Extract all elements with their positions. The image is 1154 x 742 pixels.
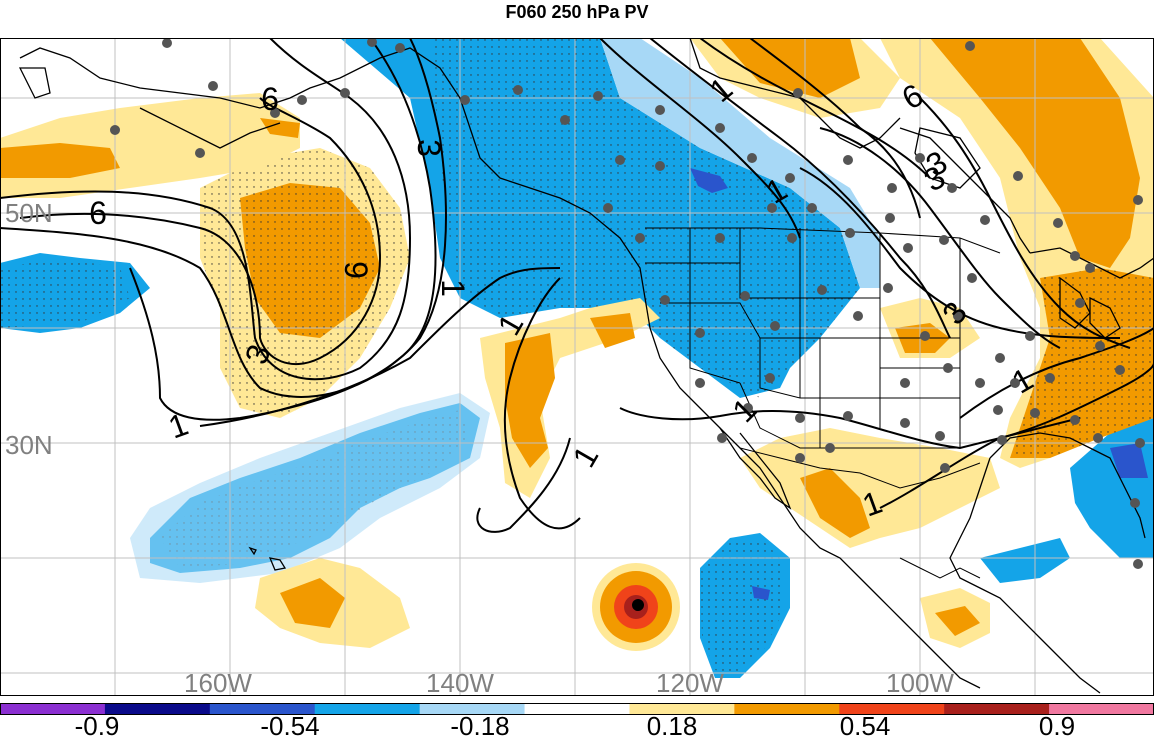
- contour-label: 3: [411, 139, 447, 157]
- lat-label: 30N: [5, 430, 53, 460]
- lon-label: 160W: [184, 668, 252, 696]
- colorbar-swatches: [0, 703, 1154, 715]
- contour-label: 6: [89, 195, 107, 231]
- axis-labels: 160W 140W 120W 100W 50N 30N: [5, 198, 954, 696]
- colorbar-label: -0.9: [74, 711, 120, 741]
- station-dots: [110, 38, 1145, 569]
- colorbar-swatch: [419, 703, 526, 715]
- colorbar-label: -0.18: [450, 711, 510, 741]
- lon-label: 100W: [886, 668, 954, 696]
- colorbar-swatch: [104, 703, 211, 715]
- negative-pv-regions: [0, 38, 1154, 678]
- lon-label: 120W: [656, 668, 724, 696]
- colorbar-swatch: [629, 703, 735, 715]
- colorbar-swatch: [0, 703, 106, 715]
- political-borders: [645, 227, 1001, 579]
- cyclone-center-marker: [632, 599, 644, 611]
- colorbar-label: 0.18: [646, 711, 698, 741]
- colorbar-swatch: [734, 703, 840, 715]
- colorbar-swatch: [1049, 703, 1154, 715]
- map-title: F060 250 hPa PV: [505, 2, 649, 22]
- contour-label: 1: [435, 279, 471, 297]
- coastlines: [18, 38, 1154, 694]
- colorbar-swatch: [944, 703, 1050, 715]
- colorbar-swatch: [209, 703, 316, 715]
- contour-label: 6: [261, 81, 279, 117]
- colorbar-swatch: [839, 703, 945, 715]
- colorbar-label: 0.54: [839, 711, 891, 741]
- colorbar-swatch: [524, 703, 630, 715]
- lon-label: 140W: [426, 668, 494, 696]
- contour-label: 9: [338, 261, 374, 279]
- pv-contours: [0, 38, 1154, 533]
- colorbar: [0, 703, 1154, 715]
- lat-label: 50N: [5, 198, 53, 228]
- colorbar-swatch: [314, 703, 421, 715]
- pv-map: 6 3 1 9 6 3 1 1 1 1 6 3 1 3 1 1 1 3 160W…: [0, 38, 1154, 696]
- colorbar-label: -0.54: [260, 711, 320, 741]
- colorbar-label: 0.9: [1038, 711, 1076, 741]
